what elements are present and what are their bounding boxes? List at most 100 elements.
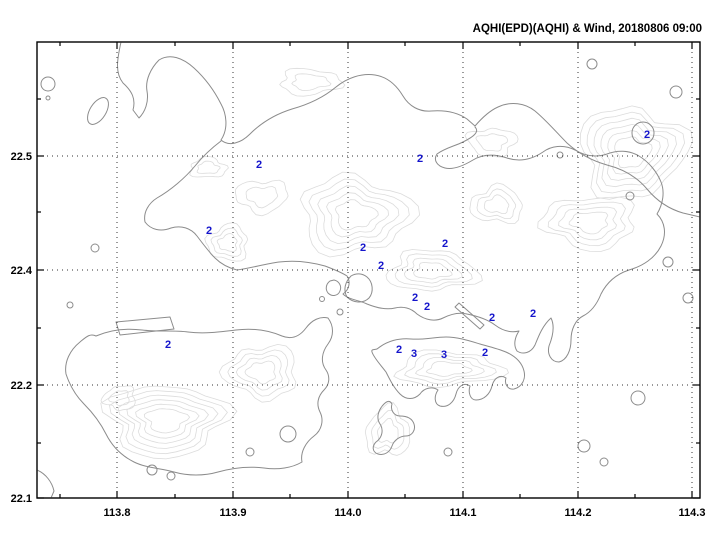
islet <box>599 457 609 467</box>
y-tick-label: 22.4 <box>11 265 33 277</box>
station-aqhi-value: 2 <box>644 129 650 141</box>
contour-ring <box>100 385 136 411</box>
islet <box>443 447 453 457</box>
coastline-hk-island <box>371 336 525 407</box>
chart-title: AQHI(EPD)(AQHI) & Wind, 20180806 09:00 <box>473 23 702 35</box>
x-tick-label: 113.9 <box>220 507 247 519</box>
contour-ring <box>464 127 519 158</box>
station-aqhi-value: 2 <box>396 344 402 356</box>
coastline-lamma <box>372 400 415 455</box>
contour-ring <box>607 130 661 175</box>
contour-ring <box>308 178 410 251</box>
y-tick-label: 22.1 <box>11 493 32 505</box>
y-tick-label: 22.5 <box>11 151 32 163</box>
station-aqhi-value: 2 <box>378 260 384 272</box>
station-aqhi-value: 2 <box>417 153 423 165</box>
station-aqhi-value: 2 <box>206 225 212 237</box>
islet <box>336 308 344 316</box>
contour-ring <box>414 357 485 381</box>
contour-ring <box>117 394 219 449</box>
contour-ring <box>100 385 238 460</box>
contour-ring <box>227 349 290 397</box>
station-aqhi-value: 3 <box>411 348 417 360</box>
station-aqhi-value: 2 <box>360 242 366 254</box>
contour-ring <box>404 353 497 385</box>
contour-ring <box>245 186 279 209</box>
contour-ring <box>334 199 379 231</box>
islet <box>146 464 158 476</box>
small-islands <box>40 58 694 481</box>
contour-ring <box>317 185 400 245</box>
station-aqhi-value: 2 <box>482 347 488 359</box>
islet <box>556 151 564 159</box>
contour-ring <box>593 117 677 188</box>
contour-ring <box>108 390 130 406</box>
islet <box>279 425 297 443</box>
coastline <box>37 42 700 498</box>
contour-ring <box>196 160 221 174</box>
x-tick-label: 114.0 <box>335 507 362 519</box>
islet <box>669 85 683 99</box>
graticule <box>37 42 700 498</box>
contour-ring <box>135 403 200 439</box>
x-axis-labels: 113.8 113.9 114.0 114.1 114.2 114.3 <box>104 507 706 519</box>
station-aqhi-value: 2 <box>424 301 430 313</box>
contour-ring <box>189 155 229 178</box>
contour-ring <box>279 67 346 97</box>
coastline-corner-stub <box>37 469 55 498</box>
contour-ring <box>244 360 276 385</box>
contour-ring <box>385 249 483 292</box>
contour-ring <box>547 201 626 247</box>
contour-ring <box>469 182 523 224</box>
axis-ticks <box>37 42 700 499</box>
station-aqhi-value: 2 <box>412 292 418 304</box>
islet <box>319 296 325 302</box>
islet <box>90 243 100 253</box>
islet <box>66 301 74 309</box>
contour-ring <box>394 253 473 288</box>
island-qiao <box>87 97 109 125</box>
contour-ring <box>413 261 453 280</box>
contour-ring <box>326 192 390 238</box>
contour-ring <box>483 194 510 214</box>
islet <box>631 121 655 145</box>
station-aqhi-value: 2 <box>530 308 536 320</box>
contour-ring <box>425 361 473 377</box>
contour-ring <box>109 390 228 455</box>
coastline-mainland <box>117 42 700 218</box>
islet <box>662 256 674 268</box>
contour-ring <box>558 206 618 241</box>
contour-ring <box>291 73 332 91</box>
coastline-tsing-yi <box>344 273 373 303</box>
contour-ring <box>204 222 249 262</box>
contour-ring <box>235 354 283 391</box>
contour-ring <box>210 227 243 257</box>
contour-ring <box>216 233 238 252</box>
contour-ring <box>579 105 694 200</box>
islet <box>577 439 591 453</box>
x-tick-label: 114.1 <box>450 507 477 519</box>
station-aqhi-value: 2 <box>442 238 448 250</box>
contour-ring <box>126 399 210 444</box>
x-tick-label: 113.8 <box>104 507 131 519</box>
contour-ring <box>614 136 653 169</box>
contour-ring <box>403 257 463 284</box>
coastline-ma-wan <box>325 279 342 296</box>
x-tick-label: 114.2 <box>565 507 592 519</box>
islet <box>245 447 255 457</box>
islet <box>630 390 646 406</box>
station-aqhi-value: 2 <box>489 312 495 324</box>
station-aqhi-value: 3 <box>441 349 447 361</box>
contour-ring <box>568 211 609 235</box>
contour-ring <box>537 196 635 253</box>
islet <box>40 76 56 92</box>
contour-ring <box>143 408 191 434</box>
contour-ring <box>299 171 421 258</box>
coastline-lantau <box>65 317 333 476</box>
kai-tak-runway <box>454 302 485 330</box>
islet <box>682 292 694 304</box>
coastline-new-territories <box>144 126 665 363</box>
